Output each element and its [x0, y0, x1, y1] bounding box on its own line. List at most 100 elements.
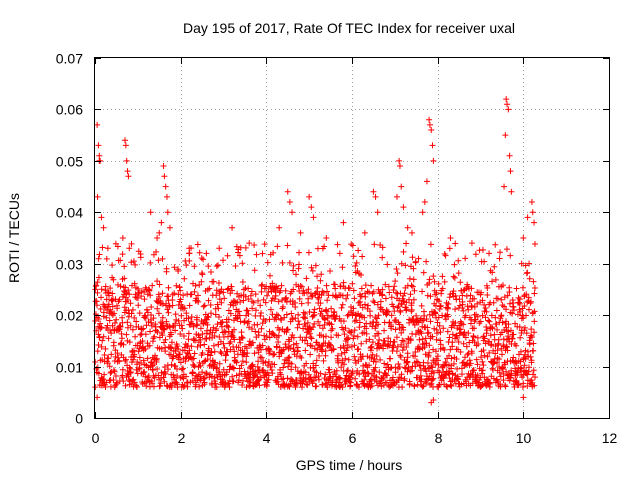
data-point — [468, 350, 475, 357]
data-point — [270, 331, 277, 338]
data-point — [328, 321, 335, 328]
data-point — [155, 372, 162, 379]
data-point — [130, 258, 137, 265]
data-point — [531, 308, 538, 315]
data-point — [281, 314, 288, 321]
data-point — [281, 360, 288, 367]
data-point — [204, 313, 211, 320]
data-point — [408, 229, 415, 236]
data-point — [368, 376, 375, 383]
data-point — [483, 376, 490, 383]
data-point — [426, 349, 433, 356]
data-point — [196, 249, 203, 256]
data-point — [337, 344, 344, 351]
data-point — [161, 326, 168, 333]
data-point — [211, 333, 218, 340]
data-point — [352, 262, 359, 269]
data-point — [304, 340, 311, 347]
data-point — [382, 295, 389, 302]
data-point — [290, 334, 297, 341]
data-point — [162, 183, 169, 190]
data-point — [155, 257, 162, 264]
data-point — [170, 371, 177, 378]
data-point — [531, 382, 538, 389]
data-point — [462, 255, 469, 262]
data-point — [408, 306, 415, 313]
data-point — [524, 269, 531, 276]
data-point — [505, 328, 512, 335]
data-point — [245, 285, 252, 292]
data-point — [304, 382, 311, 389]
data-point — [503, 343, 510, 350]
data-point — [476, 379, 483, 386]
data-point — [161, 378, 168, 385]
data-point — [186, 347, 193, 354]
data-point — [424, 359, 431, 366]
data-point — [397, 309, 404, 316]
data-point — [286, 354, 293, 361]
data-point — [425, 329, 432, 336]
data-point — [510, 354, 517, 361]
data-point — [505, 321, 512, 328]
data-point — [257, 313, 264, 320]
data-point — [216, 360, 223, 367]
data-point — [268, 366, 275, 373]
data-point — [407, 291, 414, 298]
data-point — [175, 291, 182, 298]
data-point — [492, 241, 499, 248]
data-point — [283, 298, 290, 305]
data-point — [427, 241, 434, 248]
data-point — [186, 257, 193, 264]
data-point — [288, 310, 295, 317]
data-point — [395, 360, 402, 367]
data-point — [131, 379, 138, 386]
data-point — [97, 305, 104, 312]
data-point — [110, 276, 117, 283]
data-point — [239, 278, 246, 285]
data-point — [369, 339, 376, 346]
data-point — [126, 291, 133, 298]
data-point — [309, 267, 316, 274]
data-point — [523, 291, 530, 298]
data-point — [441, 251, 448, 258]
y-tick-label: 0.07 — [56, 51, 83, 67]
data-point — [394, 270, 401, 277]
data-point — [171, 290, 178, 297]
data-point — [340, 219, 347, 226]
data-point — [137, 331, 144, 338]
data-point — [398, 371, 405, 378]
data-point — [362, 282, 369, 289]
data-point — [121, 263, 128, 270]
data-point — [487, 332, 494, 339]
data-point — [314, 285, 321, 292]
data-point — [193, 297, 200, 304]
data-point — [154, 366, 161, 373]
data-point — [306, 375, 313, 382]
data-point — [489, 269, 496, 276]
data-point — [445, 313, 452, 320]
data-point — [139, 344, 146, 351]
data-point — [177, 359, 184, 366]
data-point — [523, 270, 530, 277]
data-point — [411, 383, 418, 390]
y-tick-label: 0 — [75, 411, 83, 427]
data-point — [532, 374, 539, 381]
data-point — [390, 286, 397, 293]
data-point — [284, 326, 291, 333]
data-point — [358, 271, 365, 278]
data-point — [377, 356, 384, 363]
data-point — [504, 292, 511, 299]
data-point — [339, 264, 346, 271]
data-point — [486, 318, 493, 325]
data-point — [447, 235, 454, 241]
data-point — [230, 302, 237, 309]
data-point — [505, 106, 512, 113]
data-point — [451, 261, 458, 268]
data-point — [247, 292, 254, 299]
data-point — [278, 376, 285, 383]
data-point — [147, 328, 154, 335]
data-point — [499, 319, 506, 326]
data-point — [92, 384, 99, 391]
data-point — [225, 307, 232, 314]
data-point — [123, 157, 130, 164]
